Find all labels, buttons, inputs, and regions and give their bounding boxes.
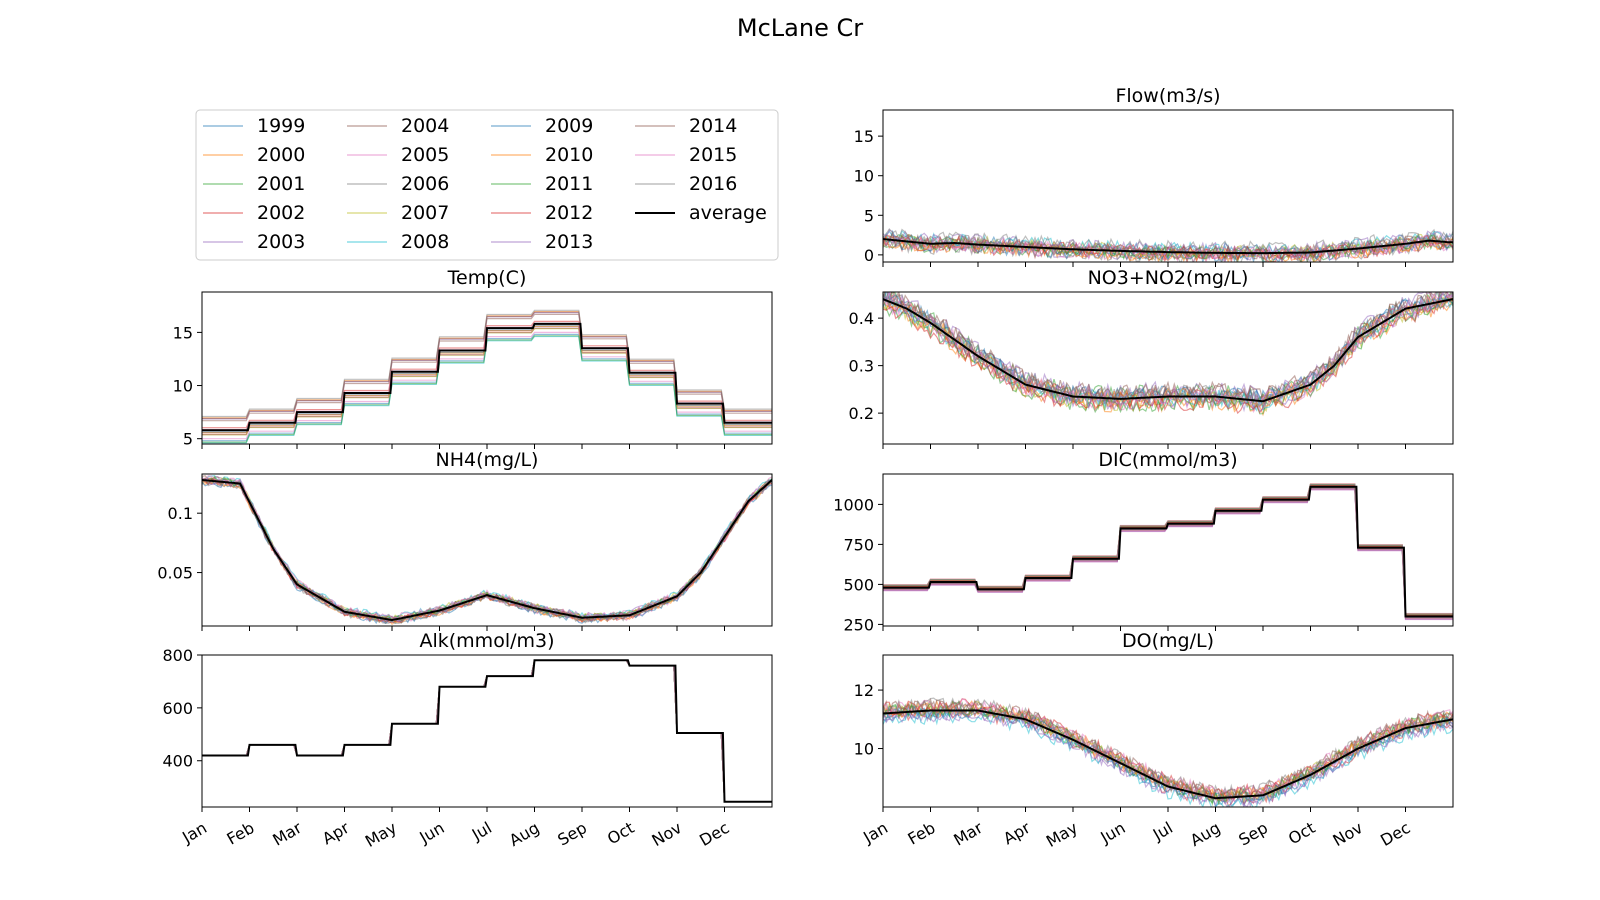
panel-1: Temp(C) 5 10 15 (173, 267, 773, 449)
series-line-2016 (883, 697, 1453, 801)
legend: 1999 2000 2001 2002 2003 2004 2005 2006 2007 2008… (195, 109, 779, 261)
legend-label: 2015 (689, 144, 737, 166)
legend-label: 2008 (401, 231, 449, 253)
panel-3: NH4(mg/L) 0.05 0.1 (157, 449, 773, 631)
y-tick-label: 600 (162, 699, 193, 718)
series-group (202, 659, 772, 803)
average-line (883, 298, 1453, 403)
figure-title: McLane Cr (737, 14, 863, 42)
legend-label: 2002 (257, 202, 305, 224)
y-tick-label: 500 (843, 575, 874, 594)
panel-title: Flow(m3/s) (1115, 85, 1220, 107)
y-tick-label: 0.1 (168, 504, 193, 523)
legend-label: 2013 (545, 231, 593, 253)
y-tick-label: 10 (173, 377, 193, 396)
legend-label: 2009 (545, 115, 593, 137)
legend-label: 2014 (689, 115, 737, 137)
series-line-2014 (883, 231, 1453, 262)
y-tick-label: 1000 (833, 495, 874, 514)
legend-label: 2000 (257, 144, 305, 166)
panel-title: NH4(mg/L) (436, 449, 539, 471)
y-tick-label: 800 (162, 646, 193, 665)
legend-label: 2005 (401, 144, 449, 166)
y-tick-label: 5 (864, 206, 874, 225)
legend-label: 2004 (401, 115, 449, 137)
series-group (883, 292, 1453, 417)
y-tick-label: 12 (854, 681, 874, 700)
legend-label: 2010 (545, 144, 593, 166)
y-tick-label: 400 (162, 752, 193, 771)
legend-label: 2007 (401, 202, 449, 224)
series-line-2015 (883, 233, 1453, 262)
series-group (883, 697, 1453, 807)
panel-0: Flow(m3/s) 0 5 10 15 (854, 85, 1454, 267)
y-tick-label: 15 (854, 127, 874, 146)
y-tick-label: 0.2 (849, 404, 874, 423)
y-tick-label: 10 (854, 167, 874, 186)
y-tick-label: 10 (854, 740, 874, 759)
y-tick-label: 750 (843, 535, 874, 554)
panel-title: Temp(C) (447, 267, 527, 289)
panel-title: DIC(mmol/m3) (1098, 449, 1237, 471)
average-line (202, 322, 772, 432)
y-tick-label: 0.05 (157, 564, 193, 583)
average-line (202, 478, 772, 622)
panel-title: DO(mg/L) (1122, 630, 1214, 652)
average-line (883, 709, 1453, 800)
series-line-2013 (883, 706, 1453, 807)
legend-frame (195, 109, 779, 261)
series-group (883, 483, 1453, 621)
y-tick-label: 0.3 (849, 357, 874, 376)
series-line-2016 (883, 295, 1453, 408)
legend-label: 2011 (545, 173, 593, 195)
y-tick-label: 0.4 (849, 309, 874, 328)
y-tick-label: 15 (173, 323, 193, 342)
series-line-2016 (883, 227, 1453, 255)
legend-label: 2016 (689, 173, 737, 195)
panel-2: NO3+NO2(mg/L) 0.2 0.3 0.4 (849, 267, 1454, 449)
legend-label: 2003 (257, 231, 305, 253)
legend-label: 1999 (257, 115, 305, 137)
legend-label: 2001 (257, 173, 305, 195)
y-tick-label: 0 (864, 246, 874, 265)
y-tick-label: 5 (183, 430, 193, 449)
legend-label: 2006 (401, 173, 449, 195)
average-line (883, 485, 1453, 618)
series-group (202, 475, 772, 626)
panel-title: Alk(mmol/m3) (419, 630, 554, 652)
series-group (202, 309, 772, 444)
legend-label: 2012 (545, 202, 593, 224)
panel-title: NO3+NO2(mg/L) (1088, 267, 1249, 289)
chart-panels: Flow(m3/s) 0 5 10 15 Temp(C) 5 10 15 NO3+NO2(mg/L… (157, 85, 1454, 851)
series-group (883, 227, 1453, 262)
average-line (883, 238, 1453, 255)
y-tick-label: 250 (843, 615, 874, 634)
legend-label: average (689, 202, 767, 224)
average-line (202, 659, 772, 803)
panel-4: DIC(mmol/m3) 250 500 750 1000 (833, 449, 1454, 634)
